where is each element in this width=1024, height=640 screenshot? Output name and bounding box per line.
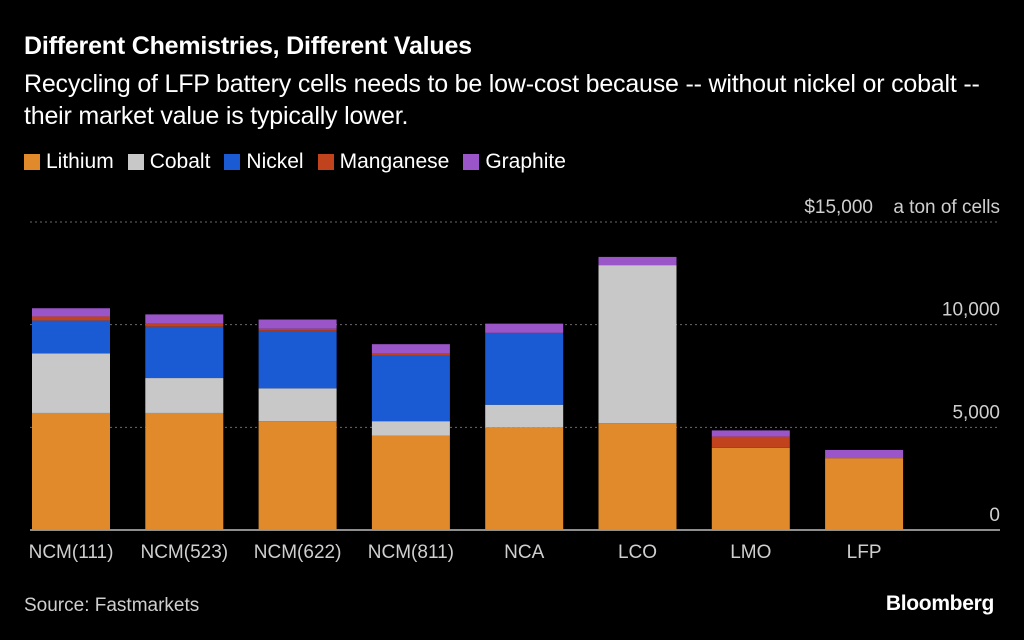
x-tick-label-ncm-523: NCM(523) <box>140 542 228 563</box>
bar-ncm-811-cobalt <box>371 421 450 436</box>
bar-ncm-111-manganese <box>32 316 110 321</box>
bar-ncm-111-cobalt <box>32 353 110 413</box>
legend-swatch-graphite <box>463 154 480 170</box>
bar-lmo-graphite <box>711 430 790 437</box>
x-tick-label-lfp: LFP <box>847 542 882 563</box>
bar-ncm-523-manganese <box>145 323 224 327</box>
source-note: Source: Fastmarkets <box>24 595 200 616</box>
legend-label-nickel: Nickel <box>246 150 304 173</box>
bar-nca-lithium <box>485 427 564 530</box>
bar-ncm-622-cobalt <box>258 388 337 422</box>
bar-ncm-811-graphite <box>371 344 450 354</box>
bar-ncm-111-nickel <box>32 320 110 354</box>
bar-lfp-graphite <box>825 449 904 459</box>
legend-label-lithium: Lithium <box>46 150 114 173</box>
bar-ncm-622-lithium <box>258 421 337 530</box>
legend: Lithium Cobalt Nickel Manganese Graphite <box>24 150 566 174</box>
x-tick-label-lmo: LMO <box>730 542 771 563</box>
x-tick-label-ncm-811: NCM(811) <box>368 542 454 563</box>
x-tick-label-ncm-622: NCM(622) <box>254 542 342 563</box>
legend-item-graphite: Graphite <box>463 150 566 174</box>
legend-swatch-cobalt <box>127 154 144 170</box>
bar-ncm-811-manganese <box>371 353 450 356</box>
bar-nca-nickel <box>485 332 564 405</box>
legend-swatch-manganese <box>317 154 334 170</box>
bar-lmo-manganese <box>711 436 790 448</box>
legend-swatch-lithium <box>24 154 40 170</box>
bar-ncm-622-manganese <box>258 328 337 331</box>
bar-ncm-523-lithium <box>145 412 224 530</box>
bar-ncm-111-graphite <box>32 308 110 317</box>
bar-ncm-523-graphite <box>145 314 224 324</box>
legend-item-cobalt: Cobalt <box>127 150 211 174</box>
legend-label-graphite: Graphite <box>485 150 566 173</box>
x-tick-label-lco: LCO <box>618 542 657 563</box>
bar-lco-cobalt <box>598 265 677 424</box>
bar-ncm-111-lithium <box>32 412 110 530</box>
legend-item-lithium: Lithium <box>24 150 114 174</box>
x-tick-label-ncm-111: NCM(111) <box>29 542 114 563</box>
chart-title: Different Chemistries, Different Values <box>24 32 472 60</box>
y-tick-label-10000: 10,000 <box>942 300 1000 321</box>
y-axis-unit-label: a ton of cells <box>893 197 1000 218</box>
y-tick-label-0: 0 <box>989 505 1000 526</box>
legend-item-nickel: Nickel <box>224 150 304 174</box>
y-tick-label-15000: $15,000 <box>804 197 873 218</box>
chart-subtitle: Recycling of LFP battery cells needs to … <box>24 70 980 130</box>
bar-lfp-lithium <box>825 458 904 530</box>
legend-label-manganese: Manganese <box>339 150 450 173</box>
bar-ncm-523-cobalt <box>145 378 224 413</box>
bar-ncm-811-lithium <box>371 435 450 530</box>
legend-label-cobalt: Cobalt <box>149 150 211 173</box>
bar-lco-lithium <box>598 423 677 530</box>
legend-item-manganese: Manganese <box>317 150 450 174</box>
bar-ncm-622-graphite <box>258 319 337 329</box>
bar-lmo-lithium <box>711 447 790 530</box>
bar-nca-cobalt <box>485 404 564 428</box>
y-tick-label-5000: 5,000 <box>952 402 1000 423</box>
bar-ncm-523-nickel <box>145 326 224 379</box>
bar-ncm-622-nickel <box>258 330 337 389</box>
legend-swatch-nickel <box>224 154 241 170</box>
x-tick-label-nca: NCA <box>504 542 544 563</box>
bar-lco-graphite <box>598 256 677 266</box>
bar-ncm-811-nickel <box>371 355 450 422</box>
bar-nca-graphite <box>485 323 564 333</box>
bloomberg-logo: Bloomberg <box>885 592 994 615</box>
